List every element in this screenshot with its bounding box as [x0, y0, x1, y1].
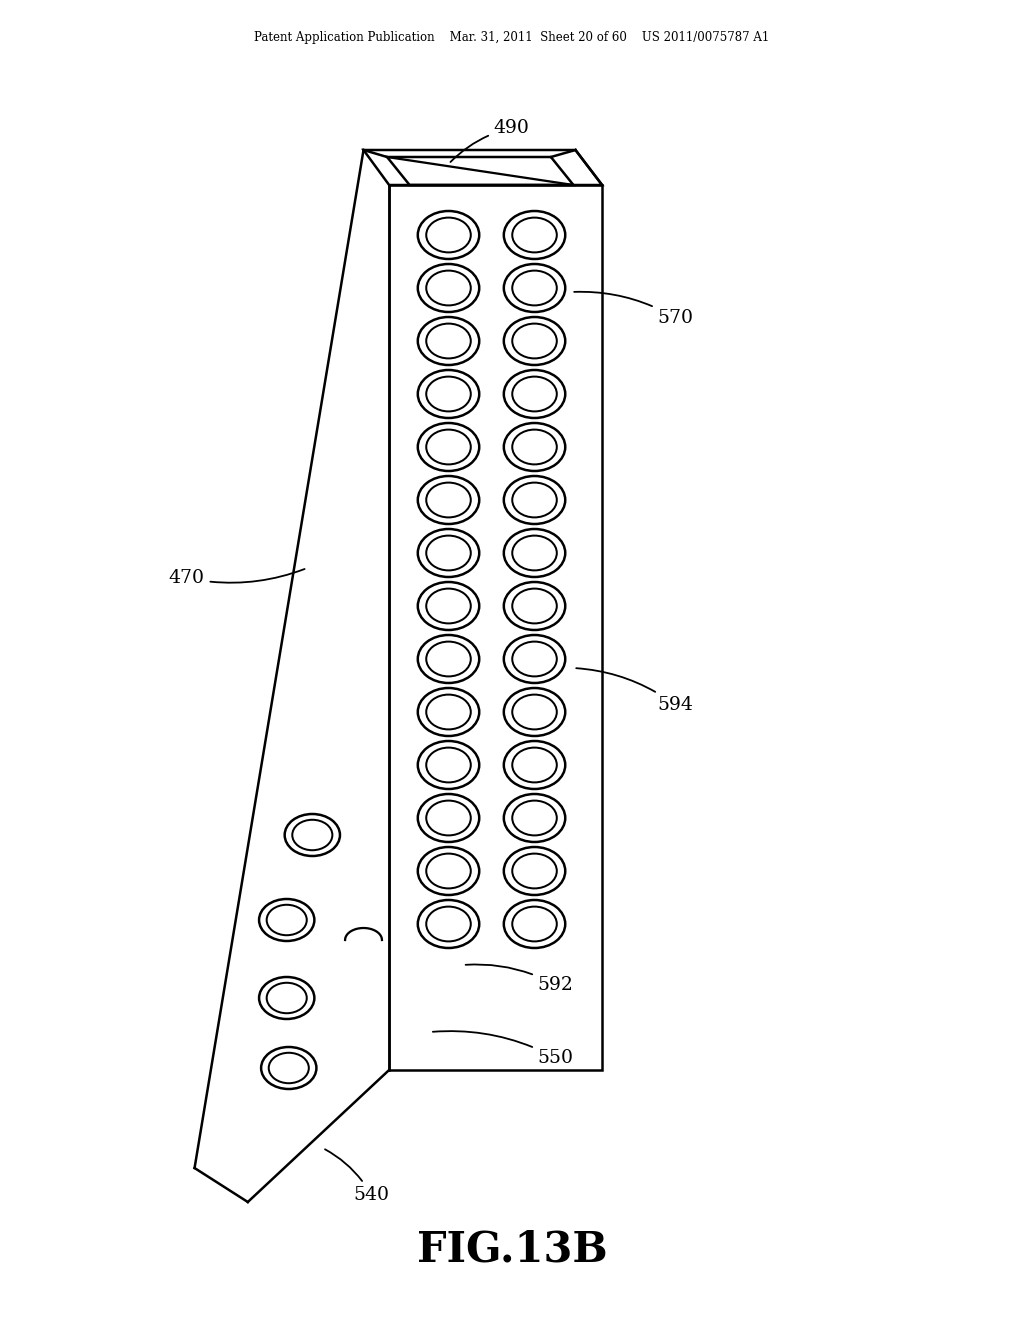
Text: FIG.13B: FIG.13B [417, 1229, 607, 1271]
Text: 490: 490 [451, 119, 529, 162]
Text: 540: 540 [325, 1150, 389, 1204]
Text: 470: 470 [169, 569, 304, 587]
Text: 592: 592 [466, 965, 573, 994]
Text: 550: 550 [433, 1031, 573, 1067]
Text: 594: 594 [577, 668, 693, 714]
Text: 570: 570 [574, 292, 693, 327]
Text: Patent Application Publication    Mar. 31, 2011  Sheet 20 of 60    US 2011/00757: Patent Application Publication Mar. 31, … [254, 32, 770, 45]
